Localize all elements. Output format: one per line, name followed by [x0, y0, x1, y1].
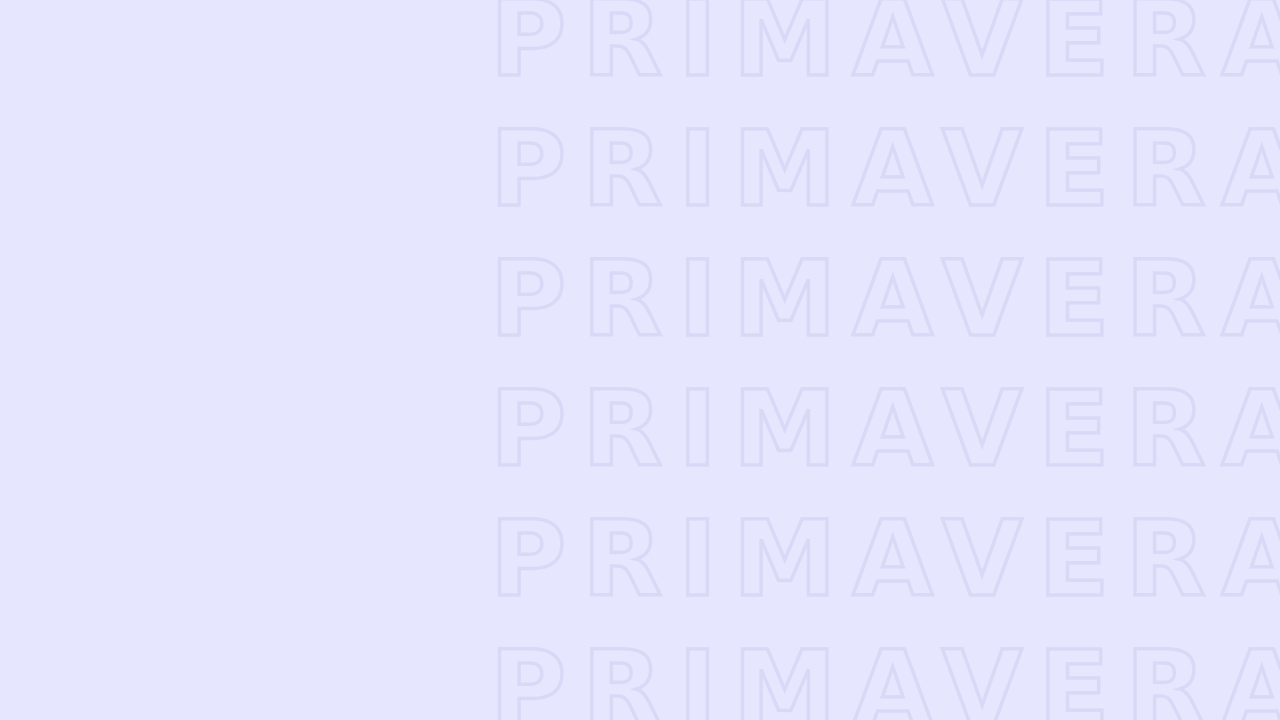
- pattern-text: PRIMAVERA: [490, 498, 1280, 620]
- pattern-text: PRIMAVERA: [490, 108, 1280, 230]
- pattern-text: PRIMAVERA: [490, 628, 1280, 720]
- pattern-text: PRIMAVERA: [490, 368, 1280, 490]
- pattern-text: PRIMAVERA: [490, 238, 1280, 360]
- pattern-text: PRIMAVERA: [490, 0, 1280, 100]
